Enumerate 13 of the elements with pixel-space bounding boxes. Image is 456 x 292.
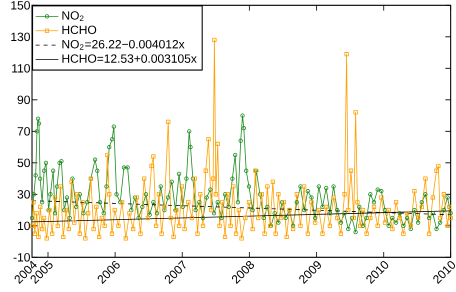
y-tick-label: -10 (14, 253, 30, 262)
y-tick-label: 10 (18, 222, 30, 230)
y-tick-label: 150 (11, 1, 30, 10)
legend-label: NO$_{2}$=26.22−0.004012x (62, 40, 185, 50)
y-tick-label: 130 (11, 32, 30, 42)
legend-label: HCHO=12.53+0.003105x (62, 54, 197, 63)
y-tick-label: 70 (18, 127, 30, 136)
y-tick-label: 30 (18, 190, 30, 199)
y-tick-label: 90 (18, 96, 30, 104)
legend-label: NO$_{2}$ (62, 11, 84, 22)
y-tick-label: 50 (18, 158, 30, 168)
legend-label: HCHO (62, 26, 96, 34)
y-tick-label: 110 (12, 64, 30, 73)
